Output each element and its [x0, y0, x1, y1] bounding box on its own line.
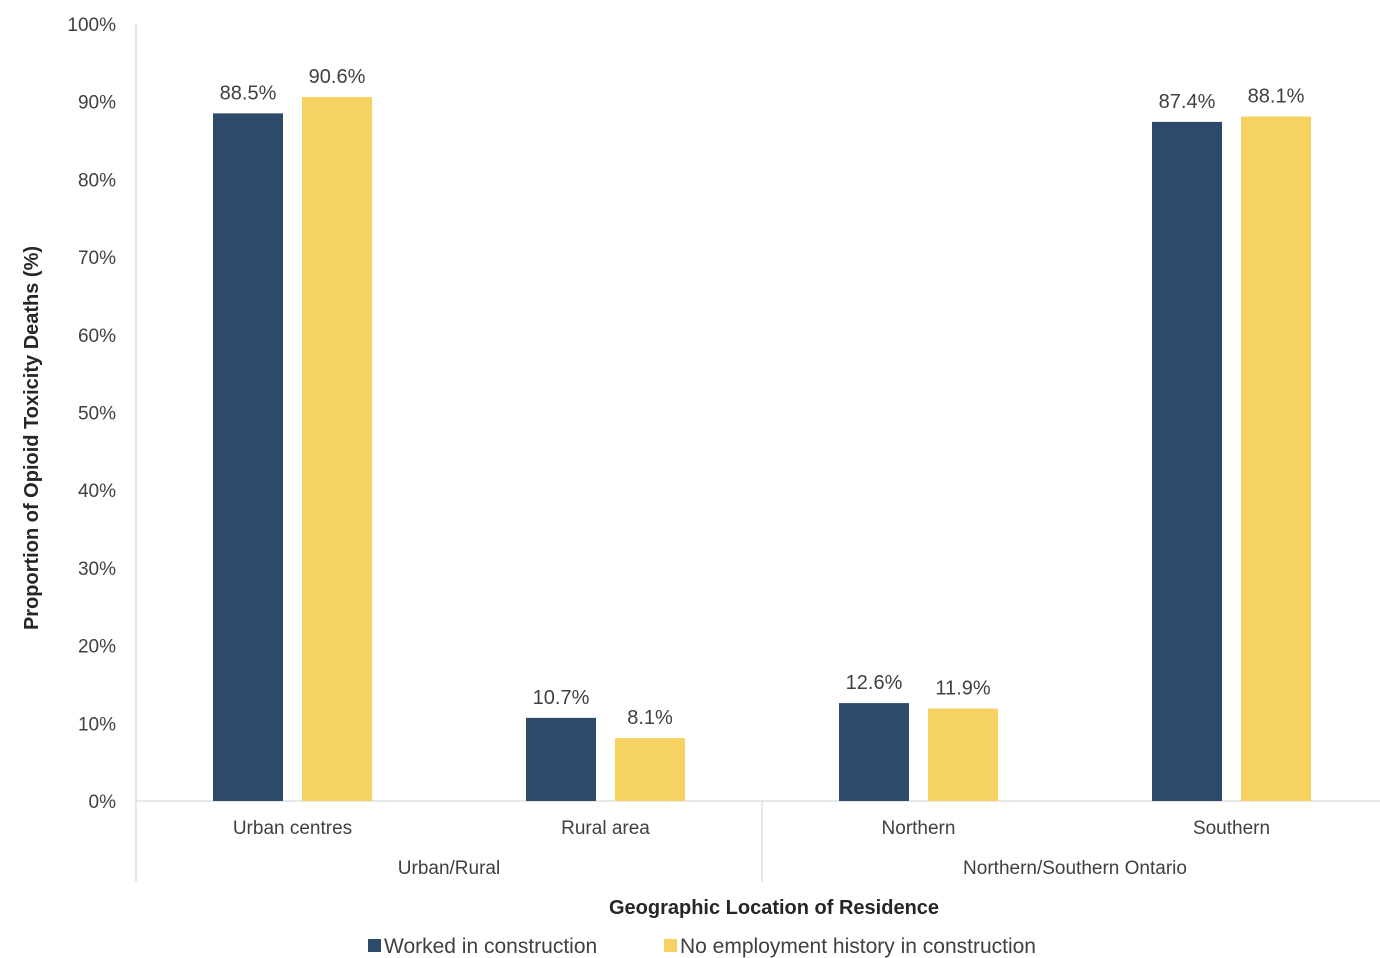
- y-tick-label: 90%: [78, 93, 116, 114]
- y-tick-label: 30%: [78, 559, 116, 580]
- category-label: Southern: [1193, 818, 1270, 839]
- data-label: 12.6%: [846, 672, 903, 694]
- legend-swatch: [368, 939, 381, 952]
- y-tick-label: 10%: [78, 714, 116, 735]
- data-label: 87.4%: [1159, 91, 1216, 113]
- y-axis-title: Proportion of Opioid Toxicity Deaths (%): [21, 246, 43, 630]
- group-labels: Urban/Rural Northern/Southern Ontario: [398, 801, 1187, 882]
- y-tick-label: 0%: [89, 792, 117, 813]
- group-label: Northern/Southern Ontario: [963, 858, 1187, 879]
- data-label: 8.1%: [627, 707, 673, 729]
- data-label: 88.1%: [1248, 85, 1305, 107]
- group-label: Urban/Rural: [398, 858, 500, 879]
- legend-label: Worked in construction: [384, 935, 597, 958]
- legend: Worked in construction No employment hist…: [368, 935, 1036, 958]
- bar: [526, 717, 596, 801]
- bar: [1241, 116, 1311, 801]
- y-tick-label: 60%: [78, 326, 116, 347]
- data-label: 88.5%: [220, 82, 277, 104]
- bar: [302, 97, 372, 801]
- bar: [1152, 121, 1222, 802]
- category-label: Urban centres: [233, 818, 352, 839]
- data-label: 10.7%: [533, 687, 590, 709]
- y-tick-label: 20%: [78, 637, 116, 658]
- y-tick-label: 100%: [67, 15, 116, 36]
- y-tick-label: 80%: [78, 170, 116, 191]
- bar: [213, 113, 283, 802]
- bar: [928, 708, 998, 801]
- bar: [615, 738, 685, 801]
- category-label: Rural area: [561, 818, 650, 839]
- data-labels: 88.5% 90.6% 10.7% 8.1% 12.6% 11.9% 87.4% 88.1%: [220, 66, 1305, 729]
- category-labels: Urban centres Rural area Northern Southern: [233, 818, 1270, 839]
- data-label: 11.9%: [935, 678, 990, 700]
- bars: [213, 97, 1311, 802]
- legend-label: No employment history in construction: [680, 935, 1036, 958]
- y-tick-label: 70%: [78, 248, 116, 269]
- y-tick-label: 50%: [78, 404, 116, 425]
- data-label: 90.6%: [309, 66, 366, 88]
- bar: [839, 703, 909, 801]
- category-label: Northern: [882, 818, 956, 839]
- legend-swatch: [664, 939, 677, 952]
- y-axis-ticks: 0% 10% 20% 30% 40% 50% 60% 70% 80% 90% 100%: [67, 15, 116, 813]
- y-tick-label: 40%: [78, 481, 116, 502]
- x-axis-title: Geographic Location of Residence: [609, 897, 939, 919]
